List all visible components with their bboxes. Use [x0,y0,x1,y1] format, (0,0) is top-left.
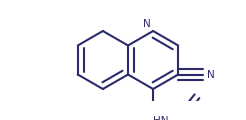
Text: N: N [143,19,151,29]
Text: HN: HN [153,116,169,120]
Text: N: N [207,69,215,80]
